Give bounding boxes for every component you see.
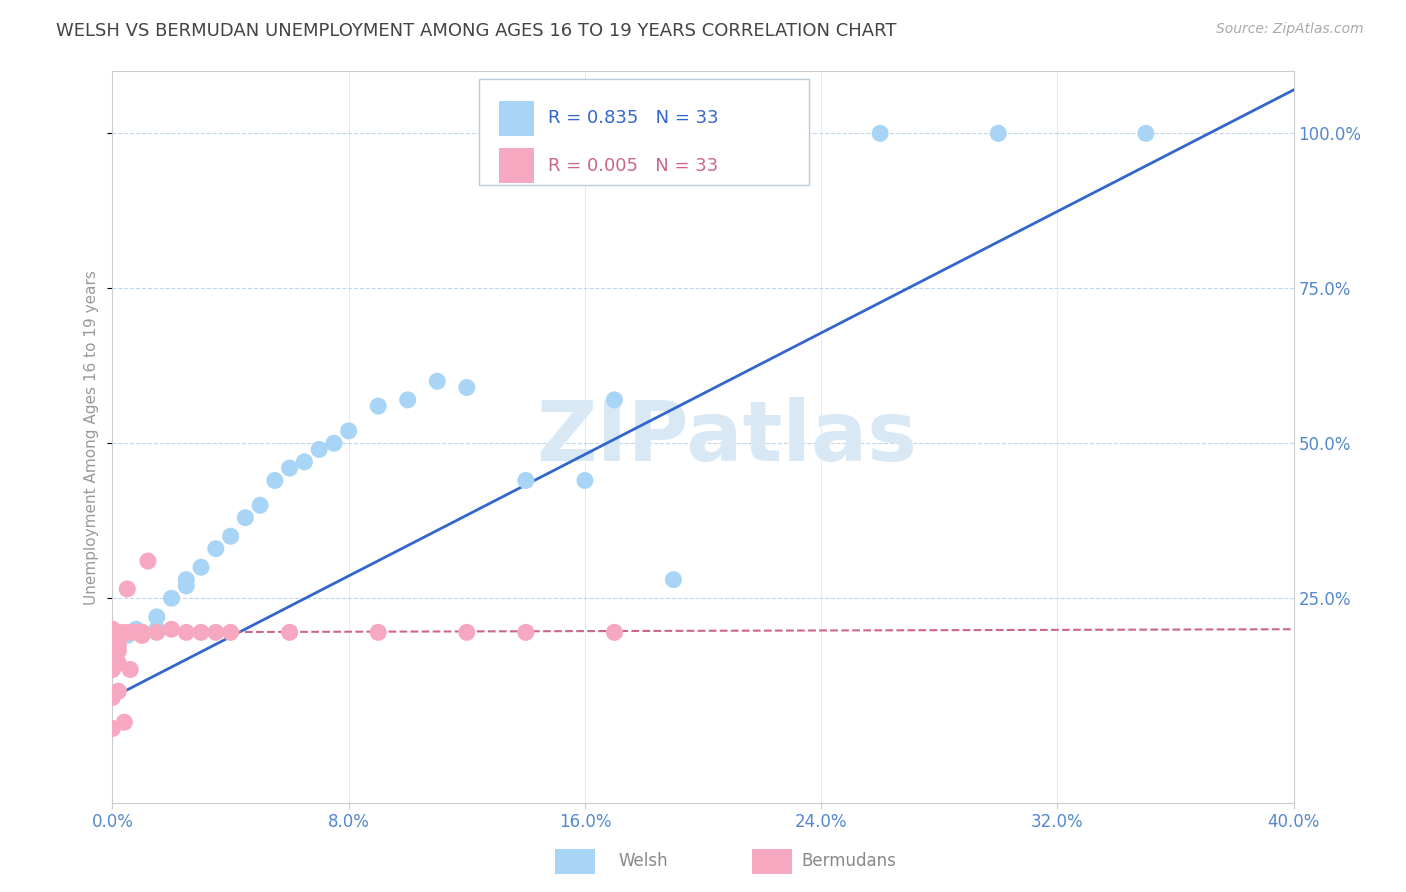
Point (174, 579, 197, 593)
Point (219, 625, 242, 640)
Point (278, 461, 301, 475)
Point (107, 644, 129, 658)
Point (117, 582, 138, 596)
Point (120, 663, 142, 677)
Point (112, 715, 135, 730)
Point (101, 650, 124, 665)
Point (603, 625, 626, 640)
Point (456, 380, 478, 394)
Text: R = 0.005   N = 33: R = 0.005 N = 33 (548, 157, 718, 175)
Point (205, 625, 228, 640)
Point (174, 573, 197, 587)
Point (146, 622, 169, 636)
Point (125, 622, 148, 636)
Text: Source: ZipAtlas.com: Source: ZipAtlas.com (1216, 22, 1364, 37)
Point (101, 663, 124, 677)
Point (426, 374, 449, 388)
Point (101, 622, 124, 636)
Point (367, 399, 389, 413)
Text: Bermudans: Bermudans (801, 852, 896, 870)
Point (574, 474, 596, 488)
Point (107, 632, 129, 646)
Point (292, 455, 315, 469)
FancyBboxPatch shape (499, 101, 534, 136)
Point (264, 474, 287, 488)
Point (323, 436, 346, 450)
Point (101, 628, 124, 642)
Point (869, 126, 891, 140)
Point (160, 591, 183, 606)
Point (308, 442, 330, 457)
Point (751, 126, 773, 140)
Point (101, 690, 124, 705)
Point (219, 529, 242, 543)
Text: WELSH VS BERMUDAN UNEMPLOYMENT AMONG AGES 16 TO 19 YEARS CORRELATION CHART: WELSH VS BERMUDAN UNEMPLOYMENT AMONG AGE… (56, 22, 897, 40)
Point (125, 625, 148, 640)
Text: R = 0.835   N = 33: R = 0.835 N = 33 (548, 109, 718, 128)
Point (107, 625, 129, 640)
Point (120, 625, 142, 640)
Text: Welsh: Welsh (619, 852, 668, 870)
Point (337, 424, 360, 438)
Point (117, 628, 138, 642)
Point (278, 625, 301, 640)
Point (131, 625, 153, 640)
Point (249, 498, 271, 512)
Point (146, 610, 169, 624)
Point (603, 392, 626, 407)
Point (107, 684, 129, 698)
Text: ZIPatlas: ZIPatlas (536, 397, 917, 477)
Point (396, 392, 419, 407)
Point (160, 622, 183, 636)
Point (205, 541, 228, 556)
Point (112, 625, 135, 640)
Point (662, 573, 685, 587)
Point (174, 625, 197, 640)
Point (146, 625, 169, 640)
Point (190, 625, 212, 640)
Point (107, 657, 129, 671)
Point (692, 126, 714, 140)
Point (107, 638, 129, 652)
Point (101, 640, 124, 655)
Point (456, 625, 478, 640)
Point (101, 722, 124, 736)
Point (515, 625, 537, 640)
Point (987, 126, 1010, 140)
Point (131, 625, 153, 640)
Point (515, 474, 537, 488)
Point (367, 625, 389, 640)
Point (1135, 126, 1157, 140)
Point (131, 628, 153, 642)
Point (136, 554, 159, 568)
Y-axis label: Unemployment Among Ages 16 to 19 years: Unemployment Among Ages 16 to 19 years (84, 269, 100, 605)
FancyBboxPatch shape (478, 78, 810, 185)
Point (190, 560, 212, 574)
FancyBboxPatch shape (499, 148, 534, 183)
Point (131, 625, 153, 640)
Point (233, 510, 256, 524)
